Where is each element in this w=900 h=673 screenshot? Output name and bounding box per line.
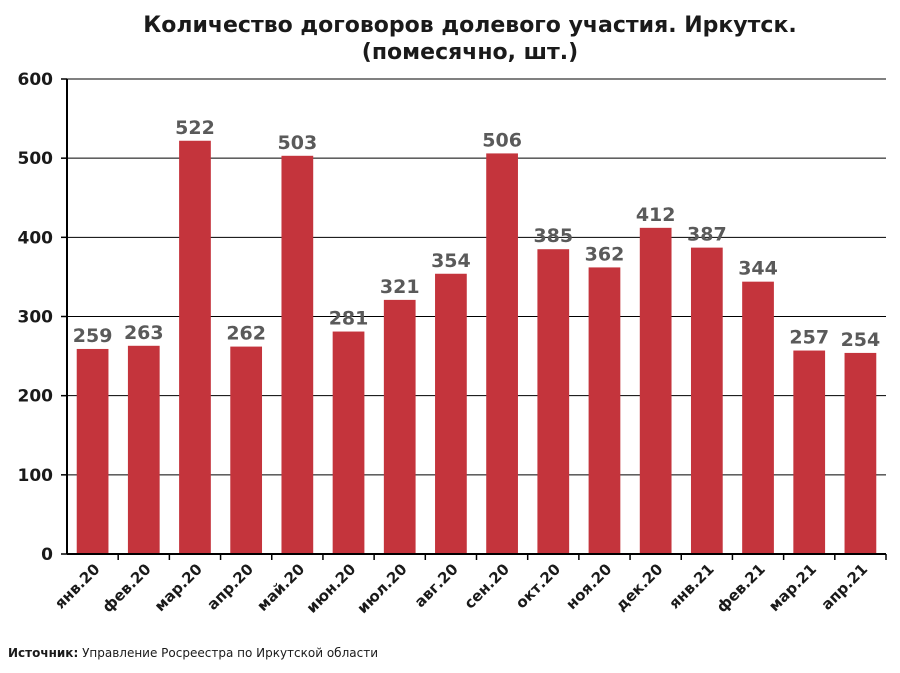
- x-tick-label: май.20: [253, 560, 308, 615]
- source-text: Управление Росреестра по Иркутской облас…: [82, 646, 378, 660]
- x-tick-label: сен.20: [461, 560, 513, 612]
- y-tick-label: 400: [18, 228, 54, 248]
- bar-мар.21: [793, 350, 826, 554]
- x-tick-label: апр.21: [818, 560, 872, 614]
- x-tick-label: дек.20: [612, 560, 666, 614]
- x-tick-label: июл.20: [354, 560, 411, 617]
- x-tick-label: июн.20: [303, 560, 360, 617]
- data-label: 262: [226, 323, 266, 345]
- data-label: 281: [329, 308, 369, 330]
- y-tick-label: 300: [18, 308, 54, 328]
- y-tick-labels: 0 100 200 300 400 500 600: [18, 70, 67, 565]
- bar-апр.20: [230, 346, 263, 554]
- data-labels: 259 263 522 262 503 281 321 354 506 385 362 412 387 3…: [73, 117, 880, 351]
- x-tick-label: апр.20: [203, 560, 257, 614]
- bar-апр.21: [844, 352, 877, 554]
- data-label: 257: [789, 327, 829, 349]
- y-tick-label: 600: [18, 70, 54, 90]
- data-label: 522: [175, 117, 215, 139]
- bar-ноя.20: [588, 267, 621, 554]
- data-label: 354: [431, 250, 471, 272]
- data-label: 506: [482, 129, 522, 151]
- data-label: 503: [278, 132, 318, 154]
- bars: [76, 140, 877, 555]
- bar-авг.20: [435, 273, 467, 554]
- x-tick-label: мар.20: [151, 560, 206, 615]
- data-label: 321: [380, 276, 420, 298]
- bar-фев.21: [742, 281, 774, 554]
- bar-дек.20: [639, 227, 672, 555]
- x-tick-label: авг.20: [411, 560, 462, 611]
- chart-title: Количество договоров долевого участия. И…: [143, 13, 796, 65]
- x-tick-label: мар.21: [765, 560, 820, 615]
- bar-окт.20: [537, 249, 570, 555]
- x-tick-label: окт.20: [512, 560, 564, 612]
- data-label: 254: [841, 329, 881, 351]
- bar-июн.20: [332, 331, 365, 554]
- chart-title-line-2: (помесячно, шт.): [362, 40, 578, 65]
- bar-июл.20: [383, 299, 416, 554]
- x-tick-label: янв.21: [665, 560, 717, 612]
- y-tick-label: 200: [18, 387, 54, 407]
- data-label: 362: [585, 243, 625, 265]
- bar-сен.20: [486, 153, 518, 554]
- bar-мар.20: [179, 140, 211, 554]
- x-tick-label: янв.20: [51, 560, 103, 612]
- y-tick-label: 0: [41, 545, 53, 565]
- bar-фев.20: [127, 345, 160, 554]
- x-tick-label: фев.20: [99, 560, 155, 616]
- chart-title-line-1: Количество договоров долевого участия. И…: [143, 13, 796, 38]
- y-tick-label: 500: [18, 149, 54, 169]
- data-label: 263: [124, 322, 164, 344]
- x-tick-labels: янв.20фев.20мар.20апр.20май.20июн.20июл.…: [51, 554, 887, 617]
- data-label: 344: [738, 258, 778, 280]
- bar-май.20: [281, 155, 314, 554]
- bar-янв.21: [690, 247, 723, 554]
- bar-янв.20: [76, 348, 109, 554]
- data-label: 259: [73, 325, 113, 347]
- data-label: 387: [687, 224, 727, 246]
- data-label: 385: [533, 225, 573, 247]
- source-label: Источник:: [8, 646, 79, 660]
- data-label: 412: [636, 204, 676, 226]
- x-tick-label: ноя.20: [562, 560, 615, 613]
- source-note: Источник: Управление Росреестра по Иркут…: [8, 646, 378, 660]
- y-tick-label: 100: [18, 466, 54, 486]
- x-tick-label: фев.21: [713, 560, 769, 616]
